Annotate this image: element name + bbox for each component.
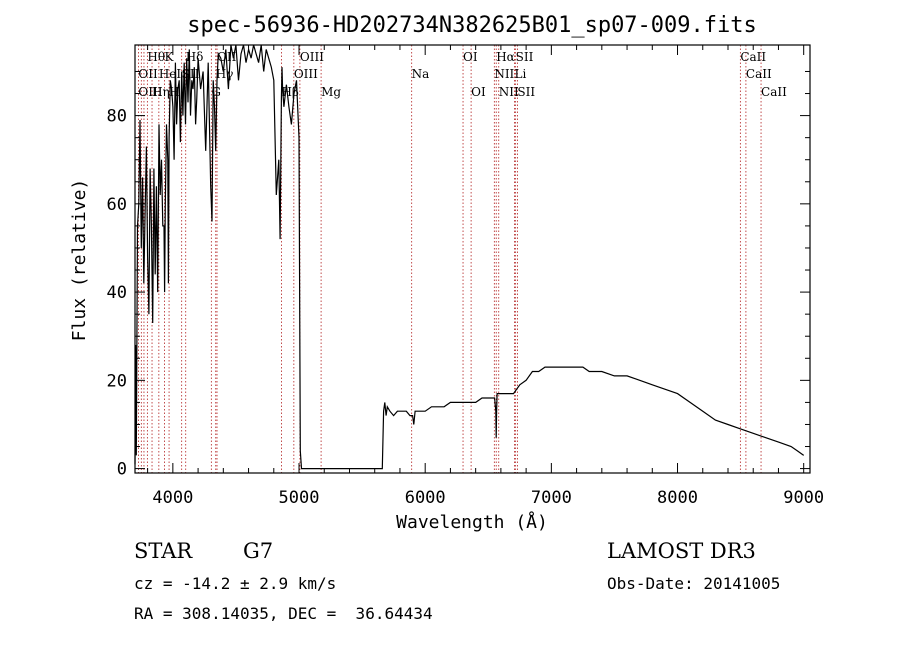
line-label-0: Hθ	[147, 50, 165, 64]
line-label-8: CaII	[740, 50, 766, 64]
line-label-27: CaII	[761, 85, 787, 99]
line-label-19: Hη	[152, 85, 170, 99]
line-label-5: OI	[463, 50, 478, 64]
x-tick-label-2: 6000	[405, 488, 446, 508]
line-label-14: Na	[412, 67, 430, 81]
obs-date: Obs-Date: 20141005	[607, 574, 781, 593]
y-tick-label-4: 80	[107, 107, 127, 127]
line-label-25: NII	[499, 85, 519, 99]
y-tick-label-0: 0	[117, 460, 127, 480]
y-axis-label: Flux (relative)	[69, 179, 90, 342]
line-label-16: Li	[515, 67, 527, 81]
plot-frame	[134, 44, 811, 474]
emission-line-markers	[138, 45, 762, 473]
line-label-6: Hα	[496, 50, 515, 64]
line-label-26: SII	[517, 85, 535, 99]
x-tick-label-0: 4000	[152, 488, 193, 508]
x-axis-label: Wavelength (Å)	[396, 511, 548, 533]
line-label-13: OIII	[294, 67, 318, 81]
y-axis-ticks: 0 20 40 60 80	[107, 70, 810, 480]
line-label-12: Hγ	[216, 67, 234, 81]
coordinates: RA = 308.14035, DEC = 36.64434	[134, 604, 433, 623]
x-tick-label-5: 9000	[783, 488, 824, 508]
x-tick-label-4: 8000	[657, 488, 698, 508]
chart-title: spec-56936-HD202734N382625B01_sp07-009.f…	[187, 13, 757, 38]
line-label-18: OIII	[138, 85, 162, 99]
survey-name: LAMOST DR3	[607, 539, 756, 563]
line-label-7: SII	[516, 50, 534, 64]
line-label-20: H	[169, 85, 179, 99]
y-tick-label-2: 40	[107, 283, 127, 303]
line-label-1: K	[165, 50, 175, 64]
x-tick-label-3: 7000	[531, 488, 572, 508]
redshift-readout: cz = -14.2 ± 2.9 km/s	[134, 574, 337, 593]
line-label-2: Hδ	[186, 50, 204, 64]
object-class: STAR	[134, 539, 193, 563]
spectrum-line	[134, 44, 805, 470]
line-label-23: Mg	[321, 85, 341, 99]
line-label-17: CaII	[746, 67, 772, 81]
object-subclass: G7	[243, 539, 274, 563]
x-axis-ticks: 4000 5000 6000 7000 8000 9000	[147, 45, 824, 508]
line-label-4: OIII	[300, 50, 324, 64]
y-tick-label-1: 20	[107, 371, 127, 391]
line-label-24: OI	[471, 85, 486, 99]
x-tick-label-1: 5000	[279, 488, 320, 508]
y-tick-label-3: 60	[107, 195, 127, 215]
line-label-15: NII	[494, 67, 514, 81]
line-label-9: OII	[138, 67, 158, 81]
line-label-21: G	[211, 85, 221, 99]
line-label-10: HeI	[159, 67, 182, 81]
